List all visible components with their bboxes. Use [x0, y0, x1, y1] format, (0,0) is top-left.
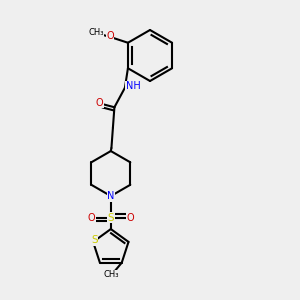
Text: O: O	[106, 32, 114, 41]
Text: NH: NH	[126, 81, 141, 91]
Text: O: O	[126, 213, 134, 223]
Text: CH₃: CH₃	[88, 28, 103, 38]
Text: O: O	[96, 98, 103, 108]
Text: S: S	[107, 213, 114, 223]
Text: O: O	[88, 213, 95, 223]
Text: S: S	[91, 236, 98, 245]
Text: N: N	[107, 191, 115, 201]
Text: CH₃: CH₃	[103, 270, 119, 279]
